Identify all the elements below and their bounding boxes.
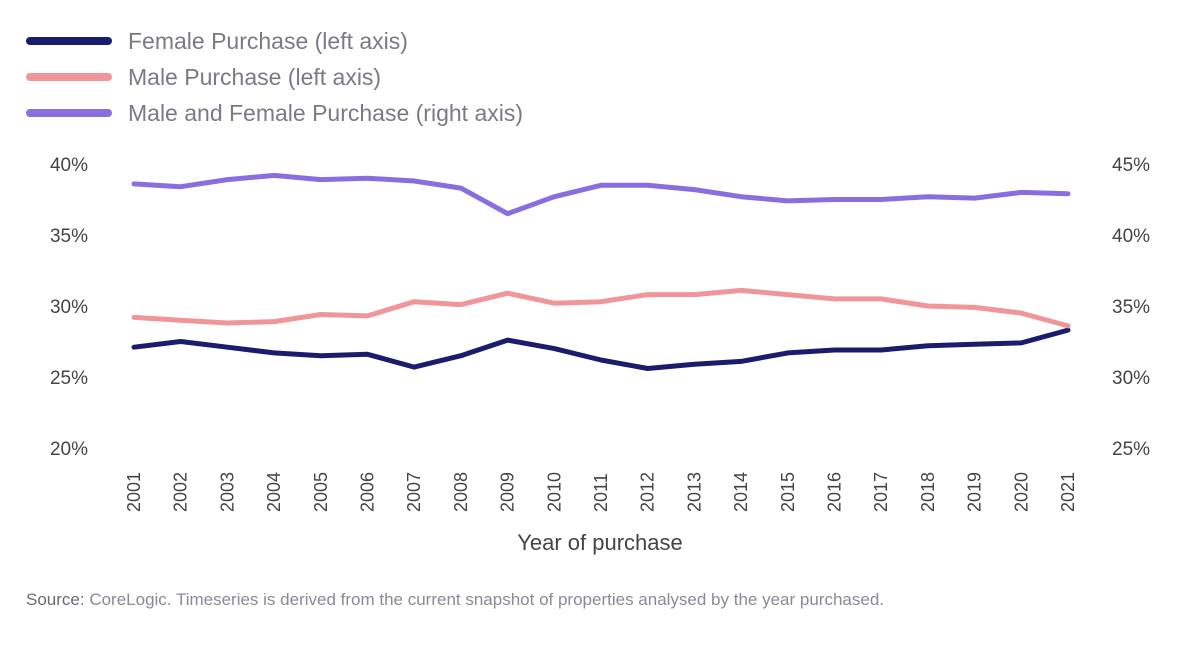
x-tick-label: 2004 (264, 472, 284, 512)
x-tick-label: 2001 (124, 472, 144, 512)
series-line-3 (131, 172, 1071, 217)
series-lines (131, 172, 1071, 371)
legend: Female Purchase (left axis) Male Purchase… (26, 28, 523, 126)
right-axis: 25% 30% 35% 40% 45% (1112, 155, 1150, 460)
x-tick-label: 2009 (498, 472, 518, 512)
x-tick-label: 2014 (731, 472, 751, 512)
series-line-1 (131, 327, 1071, 371)
left-axis: 20% 25% 30% 35% 40% (50, 155, 88, 460)
x-tick-label: 2010 (544, 472, 564, 512)
x-tick-label: 2008 (451, 472, 471, 512)
source-note: Source: CoreLogic. Timeseries is derived… (26, 590, 884, 610)
right-tick-label: 40% (1112, 226, 1150, 247)
source-lead: Source: (26, 590, 85, 609)
right-tick-label: 35% (1112, 297, 1150, 318)
left-tick-label: 25% (50, 368, 88, 389)
x-axis: 2001 2002 2003 2004 2005 2006 2007 2008 2009 2010… (124, 472, 1078, 512)
x-tick-label: 2017 (871, 472, 891, 512)
series-line-2 (131, 287, 1071, 329)
x-tick-label: 2012 (638, 472, 658, 512)
x-tick-label: 2015 (778, 472, 798, 512)
left-tick-label: 20% (50, 439, 88, 460)
x-tick-label: 2021 (1058, 472, 1078, 512)
x-tick-label: 2005 (311, 472, 331, 512)
x-axis-title: Year of purchase (517, 530, 683, 555)
legend-label-1: Female Purchase (left axis) (128, 28, 408, 54)
x-tick-label: 2016 (825, 472, 845, 512)
left-tick-label: 30% (50, 297, 88, 318)
legend-label-3: Male and Female Purchase (right axis) (128, 100, 523, 126)
source-text: CoreLogic. Timeseries is derived from th… (84, 590, 885, 609)
left-tick-label: 35% (50, 226, 88, 247)
x-tick-label: 2002 (171, 472, 191, 512)
x-tick-label: 2018 (918, 472, 938, 512)
right-tick-label: 30% (1112, 368, 1150, 389)
x-tick-label: 2013 (684, 472, 704, 512)
x-tick-label: 2020 (1011, 472, 1031, 512)
right-tick-label: 45% (1112, 155, 1150, 176)
left-tick-label: 40% (50, 155, 88, 176)
x-tick-label: 2007 (404, 472, 424, 512)
x-tick-label: 2011 (591, 473, 611, 512)
x-tick-label: 2019 (965, 472, 985, 512)
x-tick-label: 2003 (217, 472, 237, 512)
x-tick-label: 2006 (358, 472, 378, 512)
legend-label-2: Male Purchase (left axis) (128, 64, 381, 90)
right-tick-label: 25% (1112, 439, 1150, 460)
